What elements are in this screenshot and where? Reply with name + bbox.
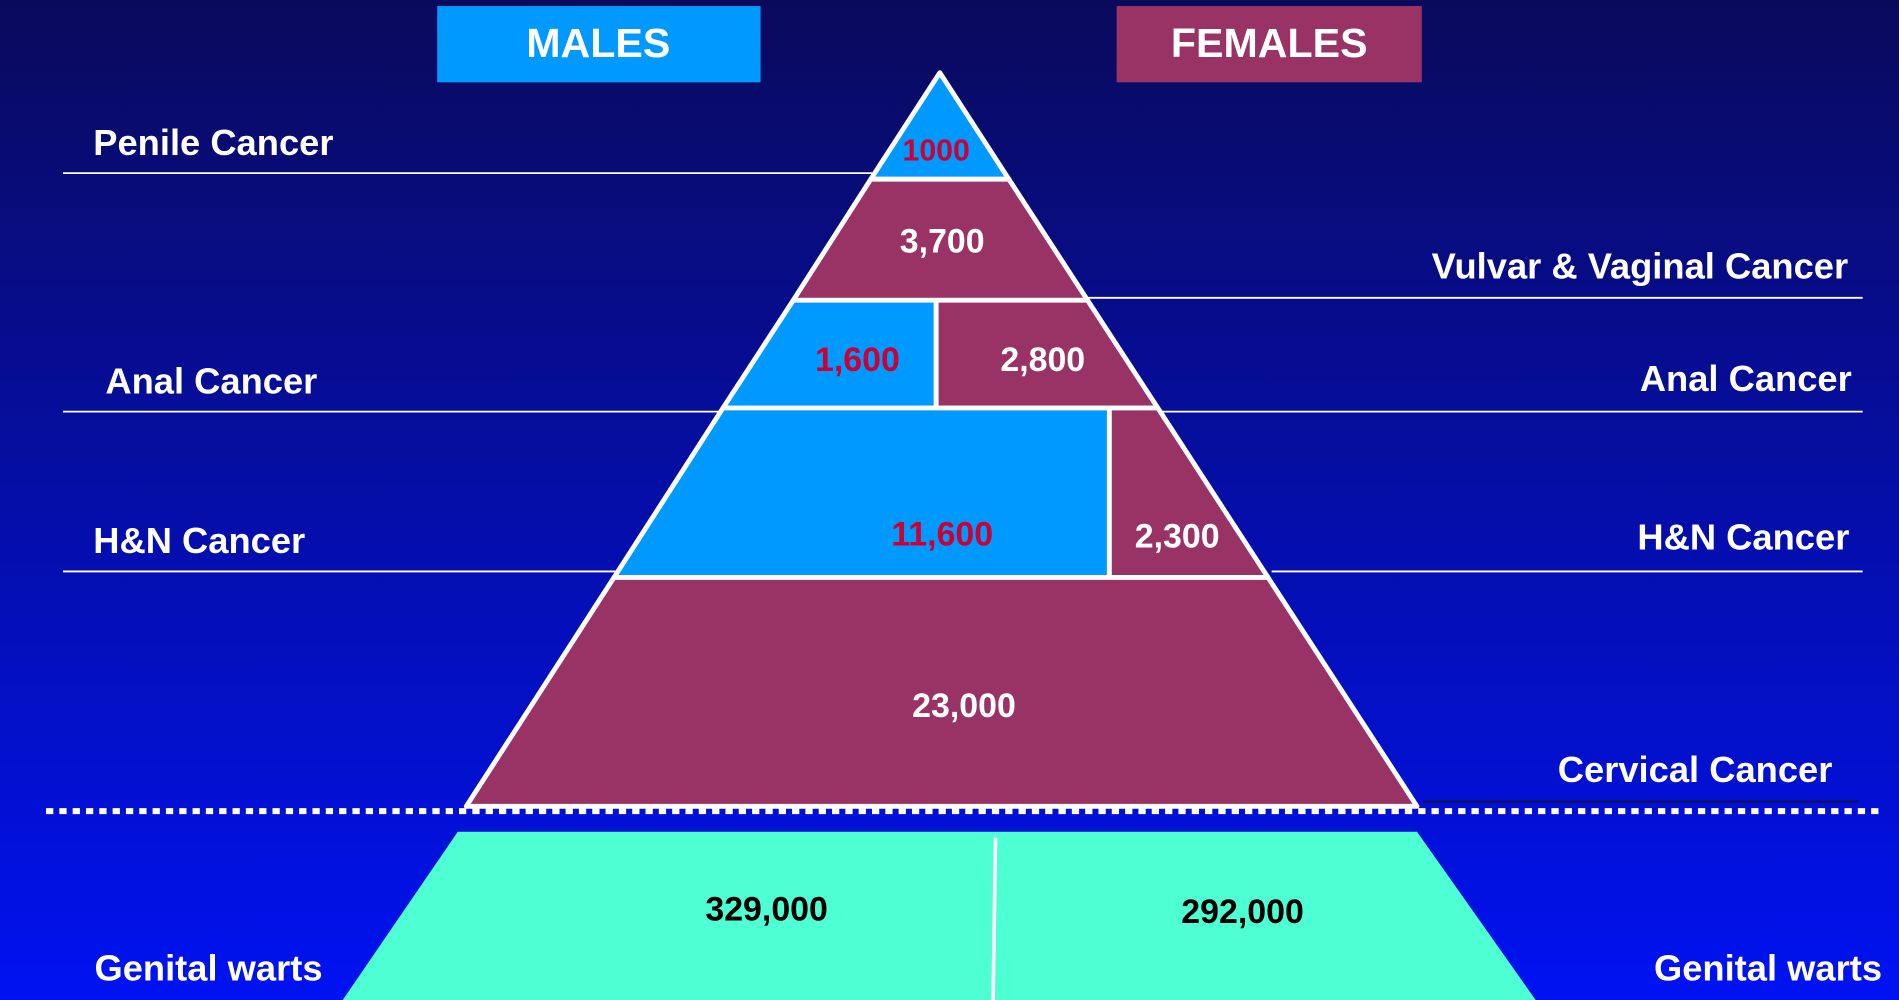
warts-base [342,831,1536,1000]
segment-value: 2,800 [1000,341,1085,379]
left-label: Genital warts [94,948,322,989]
left-label: H&N Cancer [93,520,305,561]
females-header: FEMALES [1171,20,1368,66]
females-box [1116,6,1422,83]
warts-divider [991,837,998,1000]
right-label: Anal Cancer [1640,358,1852,399]
left-label: Anal Cancer [105,360,317,401]
segment-value: 3,700 [900,222,985,260]
segment-value: 292,000 [1181,893,1304,931]
left-label: Penile Cancer [93,122,333,163]
guide-lines [62,172,1863,803]
right-label: Cervical Cancer [1558,749,1833,790]
segment-value: 23,000 [912,687,1016,725]
segment-value: 2,300 [1135,518,1220,556]
segment-value: 1,600 [815,341,900,379]
right-label: Vulvar & Vaginal Cancer [1432,245,1849,286]
right-label: Genital warts [1654,948,1882,989]
segment-value: 1000 [902,135,969,168]
right-label: H&N Cancer [1637,517,1849,558]
pyramid [463,70,1420,809]
males-header: MALES [526,20,670,66]
males-box [437,6,761,83]
segment [463,575,1420,809]
segment-value: 329,000 [705,891,828,929]
segment-value: 11,600 [891,515,993,553]
